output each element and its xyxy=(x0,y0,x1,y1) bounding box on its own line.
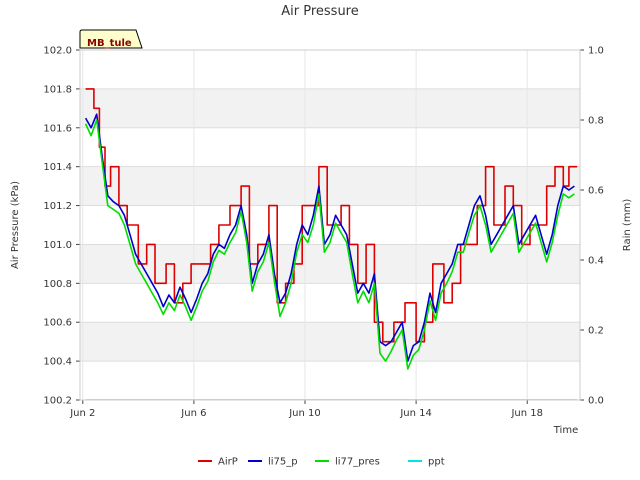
y2-tick-label: 0.2 xyxy=(588,326,604,337)
y-tick-label: 100.6 xyxy=(43,318,72,329)
y2-tick-label: 1.0 xyxy=(588,46,604,57)
series-line-li75-p xyxy=(84,113,575,362)
legend: AirP li75_p li77_pres ppt xyxy=(198,457,445,468)
y-tick-label: 102.0 xyxy=(43,46,72,57)
x-tick-label: Jun 6 xyxy=(180,408,206,419)
y-tick-label: 101.4 xyxy=(43,162,72,173)
plot-frame xyxy=(79,49,581,401)
x-axis-label: Time xyxy=(553,425,578,436)
y-tick-label: 101.2 xyxy=(43,201,72,212)
series-line-li77-pres xyxy=(84,119,575,370)
series-line-airp xyxy=(85,88,578,343)
y2-tick-label: 0.6 xyxy=(588,186,604,197)
y-tick-label: 100.8 xyxy=(43,279,72,290)
axes xyxy=(76,49,584,404)
y2-tick-label: 0.8 xyxy=(588,116,604,127)
legend-label-li75-p: li75_p xyxy=(268,457,298,468)
chart-title: Air Pressure xyxy=(281,4,359,19)
y-tick-label: 101.0 xyxy=(43,240,72,251)
station-label: MB_tule xyxy=(87,38,132,49)
x-tick-label: Jun 2 xyxy=(69,408,95,419)
legend-label-ppt: ppt xyxy=(428,457,445,468)
legend-label-li77-pres: li77_pres xyxy=(335,457,380,468)
x-tick-label: Jun 18 xyxy=(510,408,543,419)
shaded-band xyxy=(80,244,580,284)
x-tick-label: Jun 10 xyxy=(288,408,321,419)
y2-tick-label: 0.4 xyxy=(588,256,604,267)
y-tick-label: 100.2 xyxy=(43,396,72,407)
x-tick-label: Jun 14 xyxy=(399,408,432,419)
y-tick-label: 100.4 xyxy=(43,357,72,368)
y2-axis-label: Rain (mm) xyxy=(622,199,633,252)
y-axis-label: Air Pressure (kPa) xyxy=(10,181,21,269)
y-tick-label: 101.6 xyxy=(43,123,72,134)
shaded-band xyxy=(80,322,580,362)
y2-tick-label: 0.0 xyxy=(588,396,604,407)
shaded-band xyxy=(80,166,580,206)
station-badge: MB_tule xyxy=(79,29,143,49)
shaded-band xyxy=(80,88,580,128)
series-group xyxy=(84,88,578,400)
y-tick-label: 101.8 xyxy=(43,84,72,95)
legend-label-airp: AirP xyxy=(218,457,238,468)
tick-labels: 100.2 100.4 100.6 100.8 101.0 101.2 101.4 101.6… xyxy=(43,46,604,420)
